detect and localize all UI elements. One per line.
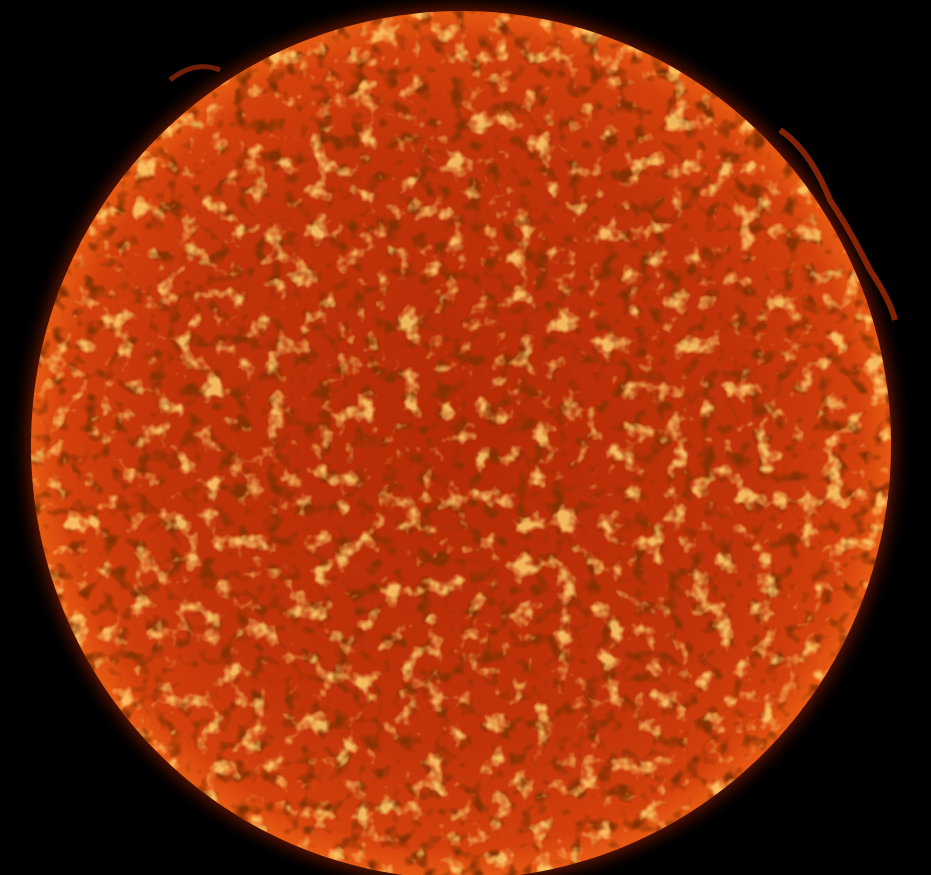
prominence <box>168 64 221 82</box>
bright-network <box>31 11 891 875</box>
surface-texture <box>31 11 891 875</box>
prominence <box>778 127 898 321</box>
